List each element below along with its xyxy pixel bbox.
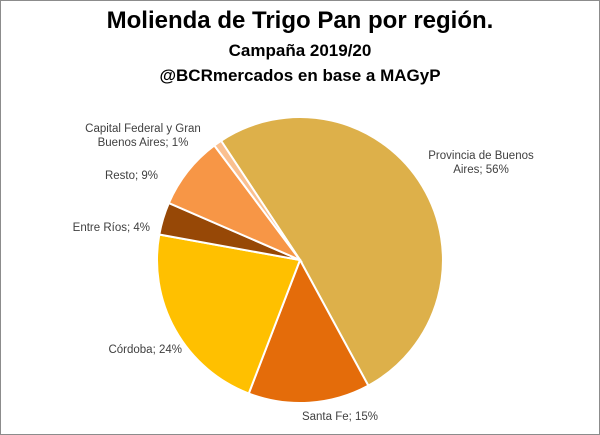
label-entre-rios: Entre Ríos; 4% — [72, 222, 150, 234]
label-capital-federal: Capital Federal y Gran Buenos Aires; 1% — [85, 123, 201, 149]
label-cordoba: Córdoba; 24% — [108, 344, 182, 356]
label-santa-fe: Santa Fe; 15% — [301, 411, 379, 423]
pie-slice-capital-federal-y-gran-buenos-aires — [212, 139, 301, 261]
pie-slice-santa-fe — [247, 257, 370, 404]
chart-subtitle: Campaña 2019/20 — [228, 41, 372, 60]
chart-source: @BCRmercados en base a MAGyP — [159, 66, 441, 85]
label-resto: Resto; 9% — [104, 170, 158, 182]
pie-slice-provincia-de-buenos-aires — [219, 116, 444, 387]
chart-title: Molienda de Trigo Pan por región. — [106, 7, 494, 34]
label-provincia-de-buenos-aires: Provincia de Buenos Aires; 56% — [428, 150, 534, 176]
pie-slice-córdoba — [156, 233, 302, 395]
